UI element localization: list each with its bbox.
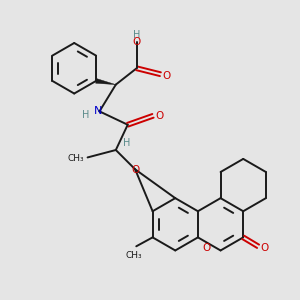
Text: O: O (203, 243, 211, 254)
Text: O: O (133, 37, 141, 46)
Text: H: H (133, 30, 140, 40)
Text: O: O (132, 165, 140, 175)
Text: O: O (163, 71, 171, 81)
Text: CH₃: CH₃ (126, 251, 142, 260)
Text: H: H (122, 138, 130, 148)
Polygon shape (96, 79, 116, 85)
Text: CH₃: CH₃ (68, 154, 84, 163)
Text: H: H (82, 110, 90, 120)
Text: N: N (94, 106, 102, 116)
Text: O: O (260, 243, 269, 253)
Text: O: O (155, 111, 164, 121)
